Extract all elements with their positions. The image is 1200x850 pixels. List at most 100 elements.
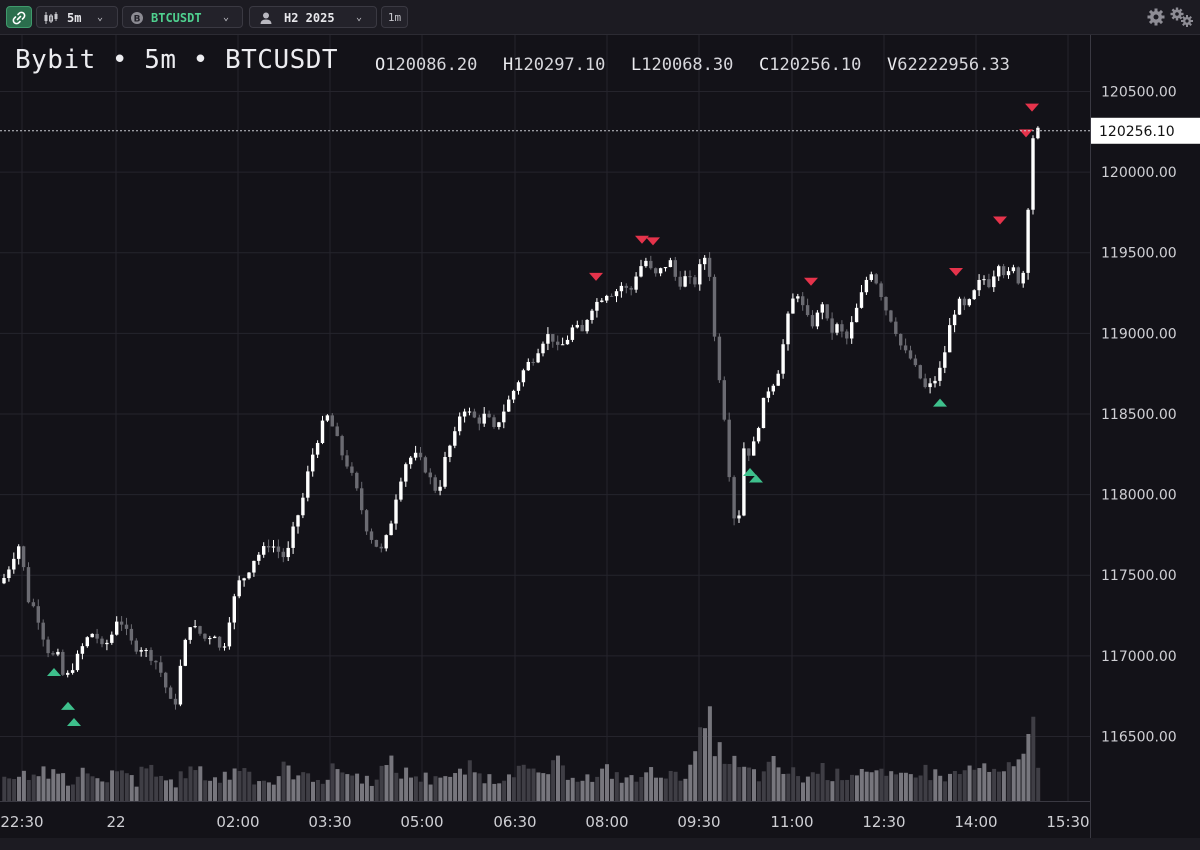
price-chart[interactable]: 120500.00 120000.00 119500.00 119000.00 1185… <box>0 35 1200 838</box>
volume-bar <box>149 764 154 801</box>
candle <box>330 413 334 427</box>
candle <box>580 319 584 332</box>
volume-bar <box>227 779 232 801</box>
candle <box>1036 126 1040 140</box>
sell-marker <box>646 237 660 246</box>
candle <box>487 410 491 418</box>
volume-layer <box>2 706 1041 801</box>
sell-marker <box>949 268 963 277</box>
time-axis[interactable]: 22:30 22 02:00 03:30 05:00 06:30 08:00 09:30 11:… <box>0 813 1089 831</box>
volume-bar <box>164 780 168 801</box>
volume-bar <box>933 769 938 801</box>
link-button[interactable] <box>6 6 32 28</box>
volume-bar <box>707 706 712 801</box>
volume-bar <box>810 772 815 801</box>
candle <box>335 422 339 437</box>
volume-bar <box>213 777 217 801</box>
volume-bar <box>418 781 423 801</box>
candle <box>526 358 530 371</box>
volume-bar <box>781 773 786 801</box>
candle <box>791 293 795 314</box>
candle <box>95 628 99 644</box>
volume-bar <box>825 780 830 801</box>
candle <box>609 293 614 297</box>
volume-bar <box>438 777 443 801</box>
candle <box>938 361 942 387</box>
x-tick-label: 05:00 <box>400 813 443 831</box>
candle <box>560 337 565 346</box>
candle <box>546 327 550 351</box>
volume-bar <box>761 771 766 801</box>
volume-bar <box>879 768 884 801</box>
chart-canvas[interactable]: 120500.00 120000.00 119500.00 119000.00 1185… <box>0 35 1200 838</box>
gear-icon[interactable] <box>1145 6 1167 28</box>
volume-bar <box>129 775 134 801</box>
candle <box>918 364 922 380</box>
candle <box>845 329 849 345</box>
volume-bar <box>173 787 178 801</box>
candle <box>291 521 295 554</box>
volume-bar <box>987 771 992 801</box>
volume-bar <box>17 776 21 801</box>
volume-bar <box>193 770 198 801</box>
volume-bar <box>693 751 698 801</box>
volume-bar <box>1031 716 1036 801</box>
volume-bar <box>609 778 614 801</box>
sub-timeframe-button[interactable]: 1m <box>381 6 408 28</box>
volume-bar <box>997 771 1001 801</box>
volume-bar <box>884 775 889 801</box>
candle <box>776 370 780 386</box>
candle <box>46 636 50 658</box>
volume-bar <box>154 776 159 801</box>
volume-bar <box>198 766 203 801</box>
x-tick-label: 02:00 <box>216 813 259 831</box>
timeframe-label: 5m <box>67 11 82 25</box>
candle <box>864 276 869 295</box>
volume-bar <box>600 768 605 801</box>
svg-text:B: B <box>134 15 141 25</box>
candle <box>854 303 859 323</box>
candle <box>551 334 555 348</box>
volume-bar <box>497 783 502 801</box>
candle <box>516 380 521 395</box>
candle <box>1011 264 1016 274</box>
volume-bar <box>61 773 66 801</box>
volume-bar <box>232 768 237 801</box>
candle <box>884 296 888 316</box>
volume-bar <box>487 774 492 801</box>
symbol-selector[interactable]: B BTCUSDT ⌄ <box>122 6 243 28</box>
candle <box>928 378 932 394</box>
volume-bar <box>565 779 570 801</box>
candle <box>1031 135 1035 215</box>
price-axis[interactable]: 120500.00 120000.00 119500.00 119000.00 1185… <box>1101 84 1177 745</box>
volume-bar <box>203 780 208 801</box>
candle <box>678 271 682 290</box>
timeframe-selector[interactable]: 5m ⌄ <box>36 6 118 28</box>
candle <box>634 272 638 293</box>
volume-bar <box>1036 767 1041 801</box>
candle <box>467 407 472 416</box>
ohlcv-key-c: C <box>759 55 770 75</box>
volume-bar <box>379 765 384 801</box>
candle <box>913 354 918 367</box>
volume-bar <box>526 768 531 801</box>
candle <box>183 638 187 667</box>
candle <box>957 296 962 316</box>
candle <box>801 292 805 311</box>
candle <box>781 339 785 379</box>
ohlcv-key-l: L <box>631 55 642 75</box>
account-selector[interactable]: H2 2025 ⌄ <box>249 6 377 28</box>
candle <box>1016 266 1020 285</box>
volume-bar <box>409 777 413 801</box>
candle <box>311 448 315 477</box>
volume-bar <box>1001 771 1006 801</box>
candle <box>61 649 65 676</box>
volume-bar <box>443 776 448 801</box>
candle <box>100 636 104 648</box>
volume-bar <box>217 782 222 801</box>
volume-bar <box>913 777 918 801</box>
multi-gear-icon[interactable] <box>1169 5 1195 29</box>
candle <box>859 285 864 309</box>
volume-bar <box>1021 753 1026 801</box>
